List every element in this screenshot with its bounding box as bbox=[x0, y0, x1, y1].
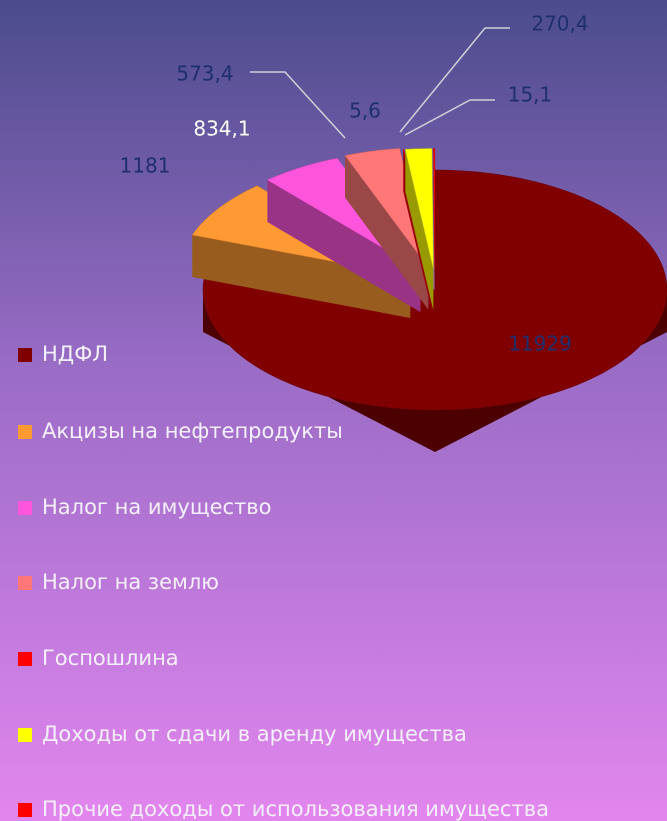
leader-line bbox=[404, 99, 495, 136]
legend-label: Налог на землю bbox=[42, 570, 219, 594]
slice bbox=[202, 169, 667, 411]
slice-side bbox=[203, 290, 667, 452]
legend-label: Госпошлина bbox=[42, 646, 179, 670]
legend-swatch bbox=[18, 652, 32, 666]
legend-label: Доходы от сдачи в аренду имущества bbox=[42, 722, 467, 746]
slice-side bbox=[192, 234, 411, 318]
slice bbox=[344, 148, 429, 268]
data-label: 5,6 bbox=[349, 99, 381, 123]
legend-swatch bbox=[18, 348, 32, 362]
legend-swatch bbox=[18, 803, 32, 817]
slice-side bbox=[267, 180, 421, 313]
data-label: 270,4 bbox=[531, 12, 588, 36]
data-label: 11929 bbox=[508, 332, 572, 356]
leader-line bbox=[399, 27, 510, 133]
legend-swatch bbox=[18, 425, 32, 439]
slice-side bbox=[405, 149, 434, 311]
slice-side bbox=[345, 155, 429, 310]
legend-swatch bbox=[18, 728, 32, 742]
legend-label: НДФЛ bbox=[42, 342, 108, 366]
data-label: 834,1 bbox=[193, 117, 250, 141]
legend-label: Прочие доходы от использования имущества bbox=[42, 797, 549, 821]
slice bbox=[433, 148, 436, 269]
legend-label: Налог на имущество bbox=[42, 495, 272, 519]
data-label: 573,4 bbox=[176, 62, 233, 86]
data-label: 1181 bbox=[120, 154, 171, 178]
legend-label: Акцизы на нефтепродукты bbox=[42, 419, 343, 443]
legend-swatch bbox=[18, 576, 32, 590]
legend-swatch bbox=[18, 501, 32, 515]
data-label: 15,1 bbox=[508, 83, 553, 107]
leader-line bbox=[250, 71, 346, 139]
slice bbox=[404, 148, 434, 269]
